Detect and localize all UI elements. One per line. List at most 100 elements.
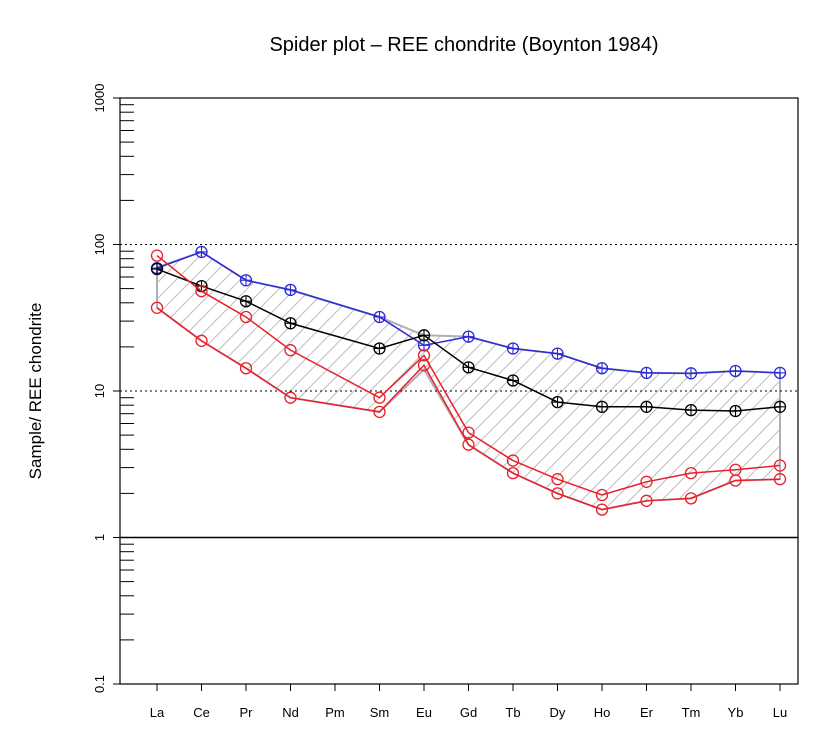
x-tick-label: Pr <box>240 705 254 720</box>
data-point-sample-red-2 <box>729 474 742 487</box>
data-point-circle <box>773 459 787 472</box>
data-point-sample-blue <box>551 347 564 360</box>
data-point-sample-red <box>640 475 653 488</box>
data-point-sample-red-2 <box>417 359 431 372</box>
data-point-circle <box>684 492 698 505</box>
data-point-sample-blue <box>729 364 742 378</box>
data-point-circle <box>595 503 609 516</box>
envelope-hatch-line <box>267 251 780 510</box>
envelope-hatch-line <box>187 251 780 510</box>
data-point-sample-red-2 <box>595 503 609 516</box>
x-tick-label: Er <box>640 705 654 720</box>
data-point-sample-black <box>506 374 520 387</box>
envelope-hatch-line <box>796 78 818 704</box>
envelope-hatch-line <box>157 251 569 510</box>
data-point-sample-red-2 <box>551 487 564 500</box>
envelope-hatch-line <box>587 251 780 510</box>
data-point-sample-red <box>284 344 297 357</box>
data-point-sample-red-2 <box>284 391 297 404</box>
data-point-sample-blue <box>640 366 653 380</box>
x-tick-label: Yb <box>728 705 744 720</box>
data-point-sample-red-2 <box>195 334 208 347</box>
x-tick-label: Ce <box>193 705 210 720</box>
envelope-hatch-line <box>347 251 780 510</box>
data-point-circle <box>284 344 297 357</box>
data-point-sample-black <box>684 404 698 417</box>
data-point-sample-red <box>239 310 253 324</box>
data-point-sample-red-2 <box>773 473 787 486</box>
envelope-hatch-line <box>219 251 780 510</box>
series-group <box>150 245 787 516</box>
data-point-circle <box>417 349 431 362</box>
envelope-hatch-line <box>747 251 780 510</box>
x-tick-label: Tm <box>682 705 701 720</box>
data-point-circle <box>773 473 787 486</box>
data-point-sample-blue <box>284 283 297 297</box>
data-point-sample-red-2 <box>239 362 253 375</box>
data-point-circle <box>551 473 564 486</box>
data-point-sample-red <box>595 488 609 502</box>
x-tick-label: Pm <box>325 705 345 720</box>
x-tick-label: Nd <box>282 705 299 720</box>
y-tick-label: 10 <box>92 384 107 398</box>
data-point-circle <box>506 466 520 480</box>
data-point-sample-red-2 <box>150 301 164 314</box>
data-point-sample-black <box>773 400 787 413</box>
plot-frame <box>119 97 799 685</box>
data-point-circle <box>506 454 520 467</box>
data-point-sample-red <box>373 391 386 404</box>
data-point-sample-black <box>239 295 253 308</box>
data-point-circle <box>239 310 253 324</box>
envelope-hatch-line <box>157 251 489 510</box>
data-point-sample-black <box>284 317 297 330</box>
y-tick-label: 0.1 <box>92 675 107 693</box>
axes-group: 0.1 1 10 100 1000 La Ce Pr Nd Pm Sm Eu Gd Tb Dy Ho Er Tm Y… <box>92 84 787 720</box>
data-point-circle <box>373 391 386 404</box>
data-point-sample-black <box>150 262 164 276</box>
data-point-sample-blue <box>684 367 698 380</box>
data-point-sample-blue <box>373 310 386 324</box>
data-point-sample-black <box>729 404 742 418</box>
data-point-sample-black <box>417 329 431 342</box>
x-tick-label: Ho <box>594 705 611 720</box>
data-point-sample-red-2 <box>684 492 698 505</box>
x-tick-label: Tb <box>505 705 520 720</box>
data-point-sample-black <box>640 400 653 413</box>
data-point-circle <box>551 487 564 500</box>
data-point-sample-black <box>551 395 564 409</box>
data-point-sample-blue <box>417 339 431 352</box>
data-point-sample-red-2 <box>373 405 386 419</box>
x-tick-label: Gd <box>460 705 477 720</box>
data-point-sample-red-2 <box>462 438 475 451</box>
data-point-circle <box>195 334 208 347</box>
series-line-sample-red-2 <box>156 307 781 511</box>
data-point-circle <box>284 391 297 404</box>
envelope-hatch-line <box>157 251 649 510</box>
data-point-sample-red <box>462 426 475 439</box>
x-tick-label: Eu <box>416 705 432 720</box>
envelope-hatch-line <box>443 251 780 510</box>
data-point-sample-blue <box>506 342 520 355</box>
envelope-hatch-line <box>363 251 780 510</box>
data-point-circle <box>417 359 431 372</box>
data-point-circle <box>640 475 653 488</box>
data-point-sample-red-2 <box>506 466 520 480</box>
data-point-circle <box>462 438 475 451</box>
data-point-circle <box>195 285 208 298</box>
data-point-sample-blue <box>773 366 787 380</box>
data-point-circle <box>595 488 609 502</box>
envelope-hatch-line <box>699 251 780 510</box>
x-tick-label: Dy <box>550 705 566 720</box>
envelope-hatch-line <box>427 251 780 510</box>
data-point-circle <box>684 466 698 480</box>
envelope-hatch-line <box>157 251 665 510</box>
data-point-sample-black <box>595 400 609 413</box>
data-point-sample-blue <box>195 245 208 259</box>
data-point-sample-red-2 <box>640 494 653 507</box>
series-line-sample-black <box>156 268 781 412</box>
reference-lines-group <box>120 244 798 539</box>
data-point-circle <box>150 249 164 262</box>
data-point-sample-red <box>506 454 520 467</box>
envelope-hatch-line <box>203 251 780 510</box>
series-line-sample-blue <box>156 251 781 375</box>
